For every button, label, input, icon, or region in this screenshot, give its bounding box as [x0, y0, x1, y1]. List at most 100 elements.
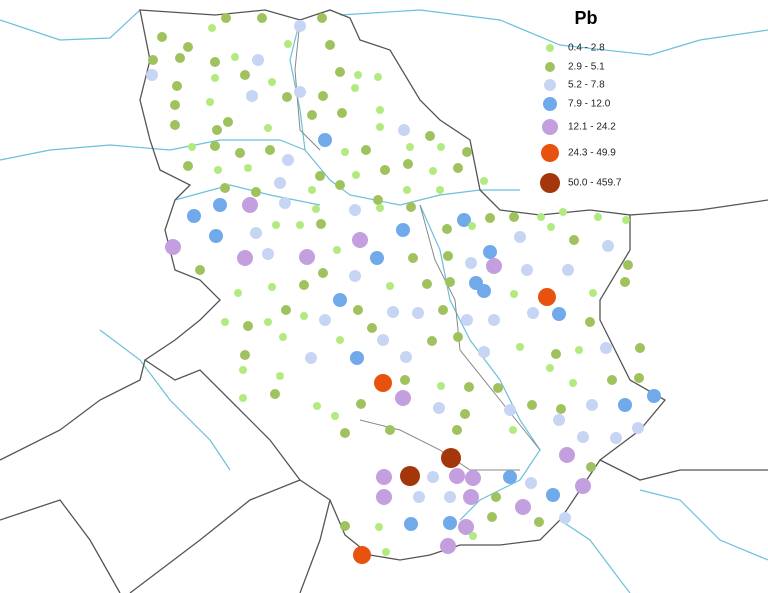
sample-point [356, 399, 366, 409]
sample-point [221, 318, 229, 326]
sample-point [264, 318, 272, 326]
sample-point [546, 488, 560, 502]
sample-point [316, 219, 326, 229]
sample-point [265, 145, 275, 155]
sample-point [569, 379, 577, 387]
legend-label: 2.9 - 5.1 [568, 62, 605, 73]
sample-point [237, 250, 253, 266]
sample-point [602, 240, 614, 252]
sample-point [509, 426, 517, 434]
sample-point [352, 232, 368, 248]
sample-point [527, 307, 539, 319]
sample-point [319, 314, 331, 326]
sample-point [437, 143, 445, 151]
legend-swatch [540, 173, 560, 193]
sample-point [538, 288, 556, 306]
river [0, 139, 306, 161]
sample-point [387, 306, 399, 318]
sample-point [525, 477, 537, 489]
sample-point [281, 305, 291, 315]
sample-point [257, 13, 267, 23]
country-border [299, 499, 331, 593]
sample-point [480, 177, 488, 185]
legend-title: Pb [574, 8, 597, 28]
sample-point [305, 352, 317, 364]
sample-point [282, 154, 294, 166]
sample-point [350, 351, 364, 365]
sample-point [377, 334, 389, 346]
sample-point [429, 167, 437, 175]
sample-point [396, 223, 410, 237]
sample-point [376, 204, 384, 212]
sample-point [469, 532, 477, 540]
sample-point [223, 117, 233, 127]
country-border [599, 459, 768, 481]
sample-point [299, 280, 309, 290]
sample-point [395, 390, 411, 406]
sample-point [206, 98, 214, 106]
sample-point [325, 40, 335, 50]
sample-point [453, 332, 463, 342]
legend-label: 12.1 - 24.2 [568, 122, 616, 133]
sample-point [463, 489, 479, 505]
legend-swatch [546, 44, 554, 52]
sample-point [354, 71, 362, 79]
sample-point [242, 197, 258, 213]
sample-point [635, 343, 645, 353]
sample-point [294, 86, 306, 98]
sample-point [308, 186, 316, 194]
sample-point [146, 69, 158, 81]
sample-point [318, 133, 332, 147]
legend-label: 7.9 - 12.0 [568, 99, 611, 110]
sample-point [210, 141, 220, 151]
sample-point [559, 512, 571, 524]
sample-point [262, 248, 274, 260]
sample-point [452, 425, 462, 435]
sample-point [240, 350, 250, 360]
sample-point [270, 389, 280, 399]
sample-point [240, 70, 250, 80]
river [174, 184, 321, 206]
sample-point [376, 489, 392, 505]
legend-label: 50.0 - 459.7 [568, 178, 622, 189]
sample-point [516, 343, 524, 351]
sample-point [239, 366, 247, 374]
sample-point [551, 349, 561, 359]
sample-point [647, 389, 661, 403]
legend-swatch [541, 144, 559, 162]
sample-point [341, 148, 349, 156]
sample-point [382, 548, 390, 556]
sample-point [250, 227, 262, 239]
sample-point [183, 161, 193, 171]
sample-point [335, 67, 345, 77]
sample-point [413, 491, 425, 503]
sample-point [170, 100, 180, 110]
sample-point [514, 231, 526, 243]
sample-point [577, 431, 589, 443]
sample-point [510, 290, 518, 298]
sample-point [312, 205, 320, 213]
sample-point [318, 268, 328, 278]
sample-point [585, 317, 595, 327]
sample-point [251, 187, 261, 197]
sample-point [337, 108, 347, 118]
sample-point [623, 260, 633, 270]
sample-point [276, 372, 284, 380]
sample-point [449, 468, 465, 484]
sample-point [299, 249, 315, 265]
sample-point [527, 400, 537, 410]
sample-point [504, 404, 516, 416]
sample-point [157, 32, 167, 42]
sample-point [376, 469, 392, 485]
sample-point [445, 277, 455, 287]
sample-point [546, 364, 554, 372]
sample-point [187, 209, 201, 223]
sample-point [462, 147, 472, 157]
sample-point [386, 282, 394, 290]
sample-point [188, 143, 196, 151]
sample-point [361, 145, 371, 155]
sample-point [586, 462, 596, 472]
sample-point [562, 264, 574, 276]
river [0, 9, 141, 41]
